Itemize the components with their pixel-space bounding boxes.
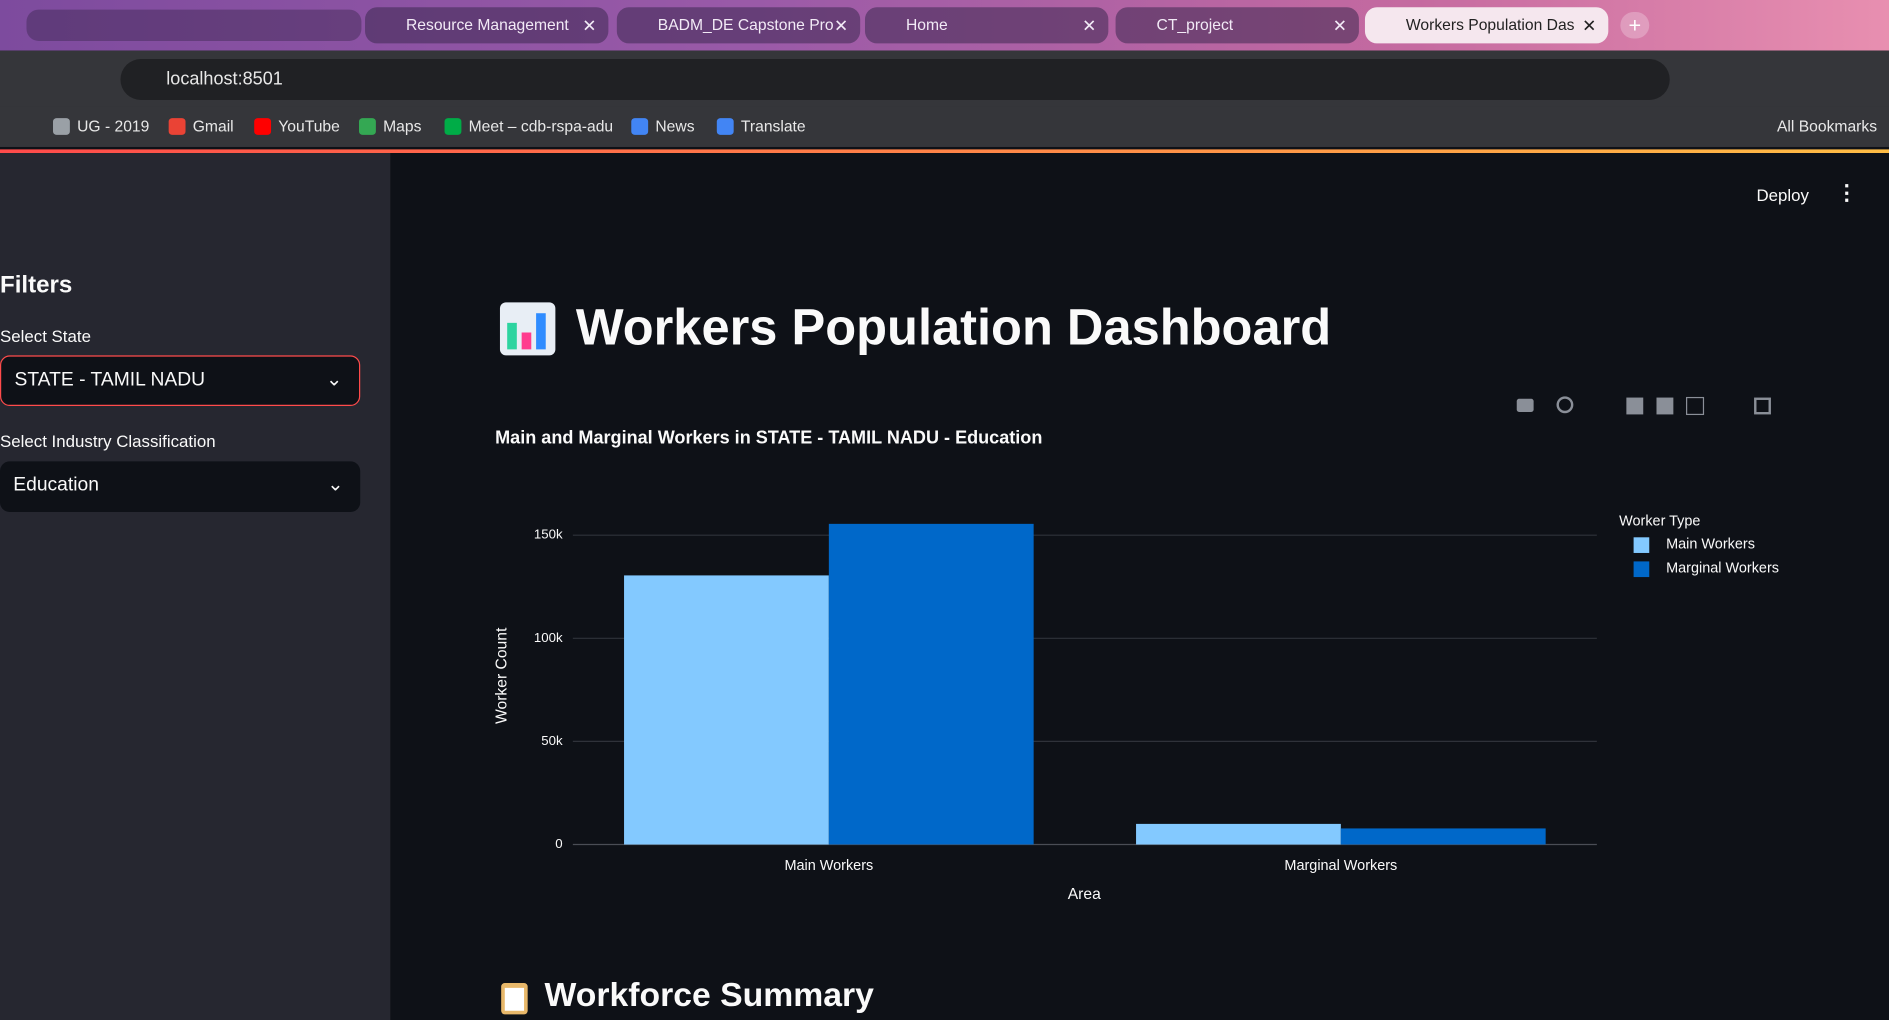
tab-close[interactable]: ✕ — [582, 15, 597, 35]
bookmark[interactable]: News — [655, 116, 695, 135]
tab-close[interactable]: ✕ — [833, 15, 849, 35]
bookmark-icon — [631, 118, 649, 135]
x-tick-label: Main Workers — [784, 858, 873, 874]
bookmark-icon — [168, 118, 186, 135]
y-tick-label: 150k — [534, 527, 563, 542]
y-tick-label: 50k — [541, 733, 563, 748]
new-tab-button[interactable]: + — [1620, 12, 1650, 39]
sidebar-heading: Filters — [0, 272, 73, 299]
state-value: STATE - TAMIL NADU — [14, 369, 206, 391]
bookmark-icon — [359, 118, 376, 135]
state-select[interactable]: STATE - TAMIL NADU ⌄ — [0, 355, 361, 406]
legend-swatch — [1633, 561, 1650, 578]
chart-title: Main and Marginal Workers in STATE - TAM… — [495, 427, 1042, 447]
industry-value: Education — [13, 474, 99, 496]
zoom-out-icon[interactable] — [1656, 397, 1674, 415]
x-tick-label: Marginal Workers — [1284, 858, 1397, 874]
bar — [624, 575, 829, 845]
summary-icon — [501, 983, 528, 1015]
tab-strip: + Resource Management ✕ BADM_DE Capstone P… — [0, 0, 1889, 51]
zoom-in-icon[interactable] — [1626, 397, 1644, 415]
camera-icon[interactable] — [1516, 398, 1534, 413]
accent-line — [0, 149, 1889, 153]
bookmark-icon — [444, 118, 462, 135]
browser-tab[interactable]: BADM_DE Capstone Pro ✕ — [616, 7, 861, 44]
bar — [1340, 828, 1546, 845]
tab-close[interactable]: ✕ — [1582, 15, 1597, 35]
deploy-button[interactable]: Deploy — [1756, 185, 1809, 205]
bookmark[interactable]: Gmail — [192, 116, 234, 135]
sidebar: Filters Select State STATE - TAMIL NADU ⌄… — [0, 152, 391, 1020]
legend-label: Main Workers — [1666, 536, 1755, 552]
bookmarks-bar: All Bookmarks UG - 2019 Gmail YouTube Maps M… — [0, 106, 1889, 147]
all-bookmarks[interactable]: All Bookmarks — [1776, 116, 1878, 135]
x-axis-title: Area — [1068, 886, 1101, 903]
bookmark[interactable]: Translate — [740, 116, 806, 135]
legend-swatch — [1633, 537, 1650, 553]
y-tick-label: 0 — [555, 836, 562, 851]
bar — [1136, 823, 1341, 845]
bookmark-icon — [254, 118, 272, 135]
zoom-icon[interactable] — [1556, 396, 1574, 414]
address-bar[interactable]: localhost:8501 — [120, 59, 1670, 100]
browser-tab[interactable]: Resource Management ✕ — [365, 7, 609, 44]
browser-tab[interactable]: Home ✕ — [864, 7, 1109, 44]
bookmark-icon — [53, 118, 70, 135]
bar — [828, 523, 1034, 845]
bookmark[interactable]: YouTube — [278, 116, 340, 135]
industry-select[interactable]: Education ⌄ — [0, 461, 361, 513]
tab-close[interactable]: ✕ — [1332, 15, 1347, 35]
y-tick-label: 100k — [534, 630, 563, 645]
summary-heading: Workforce Summary — [544, 975, 874, 1014]
bookmark[interactable]: UG - 2019 — [77, 116, 150, 135]
menu-button[interactable]: ⋮ — [1835, 180, 1858, 205]
bookmark[interactable]: Meet – cdb-rspa-adu — [468, 116, 614, 135]
state-label: Select State — [0, 326, 91, 346]
bookmark-icon — [716, 118, 734, 135]
tab-close[interactable]: ✕ — [1082, 15, 1097, 35]
browser-tab[interactable]: CT_project ✕ — [1115, 7, 1359, 44]
autoscale-icon[interactable] — [1686, 396, 1705, 416]
legend-title: Worker Type — [1619, 513, 1700, 529]
bookmark[interactable]: Maps — [383, 116, 422, 135]
industry-label: Select Industry Classification — [0, 431, 216, 451]
page-title: Workers Population Dashboard — [575, 298, 1332, 356]
pinned-tabs[interactable] — [26, 9, 362, 41]
y-axis-title: Worker Count — [494, 627, 511, 724]
browser-tab[interactable]: Workers Population Das ✕ — [1364, 7, 1609, 44]
fullscreen-icon[interactable] — [1754, 397, 1771, 415]
title-icon — [499, 302, 556, 356]
legend-label: Marginal Workers — [1666, 560, 1779, 576]
modebar — [1516, 396, 1771, 416]
